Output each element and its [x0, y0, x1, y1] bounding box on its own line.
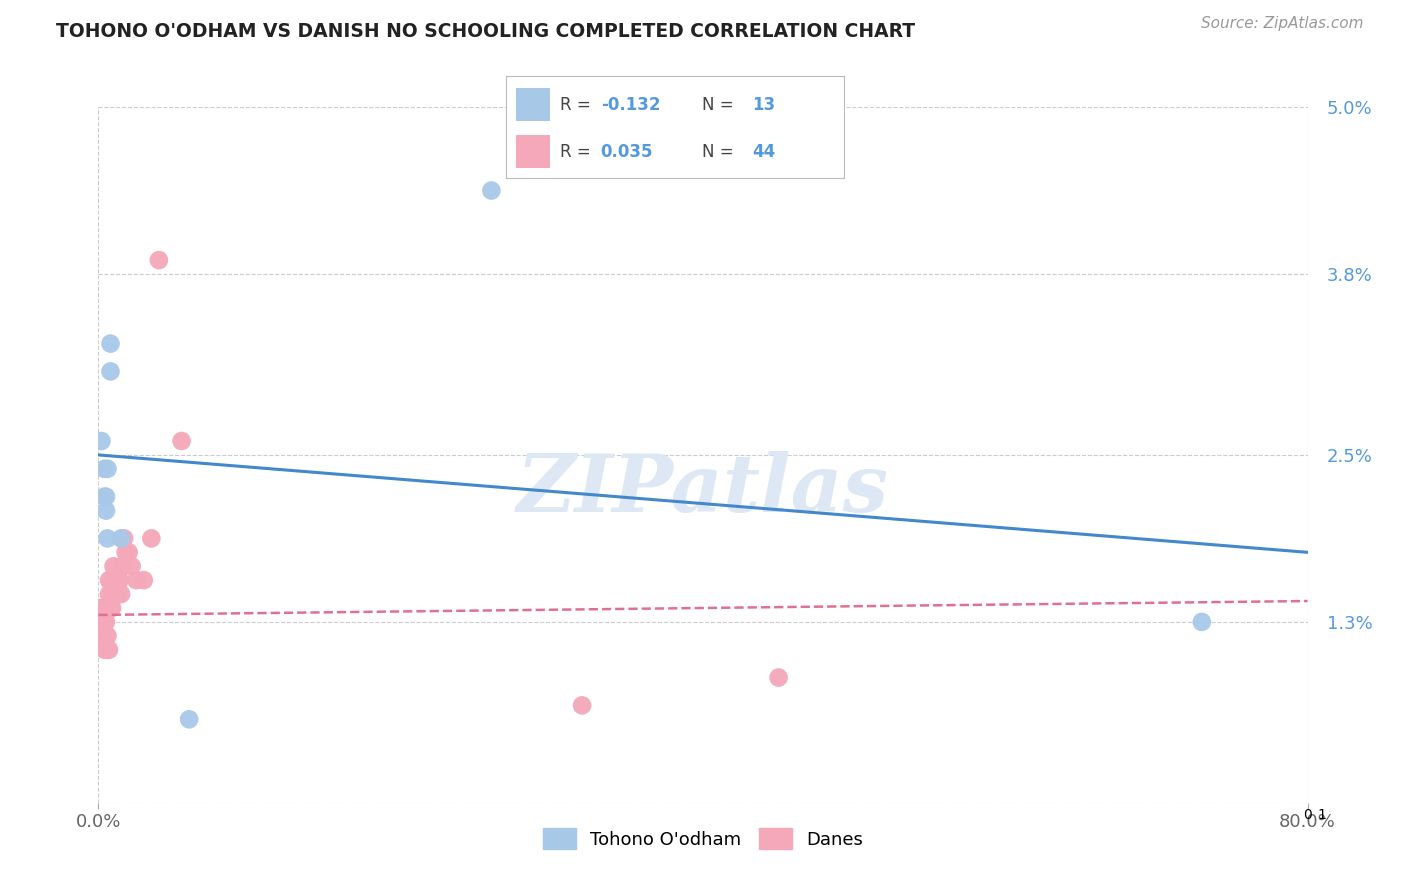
- Point: [93, 490, 115, 504]
- Point: [103, 587, 125, 601]
- Point: [93, 629, 115, 643]
- Text: N =: N =: [702, 95, 738, 113]
- Text: R =: R =: [560, 95, 596, 113]
- Text: 0.035: 0.035: [600, 143, 654, 161]
- Point: [107, 573, 129, 587]
- Bar: [516, 136, 550, 168]
- Point: [91, 615, 114, 629]
- Text: 13: 13: [752, 95, 776, 113]
- Point: [100, 601, 122, 615]
- Point: [94, 503, 117, 517]
- Point: [100, 573, 122, 587]
- Point: [94, 490, 117, 504]
- Point: [101, 587, 124, 601]
- Point: [481, 184, 503, 198]
- Point: [96, 532, 118, 546]
- Point: [114, 545, 136, 559]
- Point: [98, 573, 121, 587]
- Text: N =: N =: [702, 143, 738, 161]
- Point: [170, 434, 193, 448]
- Legend: Tohono O'odham, Danes: Tohono O'odham, Danes: [536, 822, 870, 856]
- Point: [91, 629, 114, 643]
- Point: [91, 601, 114, 615]
- Point: [98, 642, 121, 657]
- Point: [93, 615, 115, 629]
- Text: 44: 44: [752, 143, 776, 161]
- Point: [94, 629, 117, 643]
- Text: TOHONO O'ODHAM VS DANISH NO SCHOOLING COMPLETED CORRELATION CHART: TOHONO O'ODHAM VS DANISH NO SCHOOLING CO…: [56, 22, 915, 41]
- Point: [110, 587, 132, 601]
- Point: [112, 532, 135, 546]
- Text: -0.132: -0.132: [600, 95, 661, 113]
- Point: [105, 573, 128, 587]
- Bar: [516, 88, 550, 121]
- Point: [118, 545, 141, 559]
- Point: [96, 629, 118, 643]
- Point: [90, 615, 112, 629]
- Point: [90, 434, 112, 448]
- Text: Source: ZipAtlas.com: Source: ZipAtlas.com: [1201, 16, 1364, 31]
- Point: [141, 532, 163, 546]
- Point: [768, 671, 790, 685]
- Point: [103, 559, 125, 574]
- Text: ZIPatlas: ZIPatlas: [517, 451, 889, 528]
- Point: [94, 615, 117, 629]
- Point: [103, 573, 125, 587]
- Point: [132, 573, 155, 587]
- Point: [104, 573, 127, 587]
- Point: [121, 559, 143, 574]
- Point: [94, 642, 117, 657]
- Point: [96, 462, 118, 476]
- Point: [107, 587, 129, 601]
- Point: [177, 712, 201, 726]
- Point: [1191, 615, 1213, 629]
- Point: [148, 253, 170, 268]
- Point: [110, 532, 132, 546]
- Point: [125, 573, 148, 587]
- Point: [98, 587, 121, 601]
- Point: [93, 462, 115, 476]
- Point: [100, 336, 122, 351]
- Point: [100, 364, 122, 378]
- Text: R =: R =: [560, 143, 596, 161]
- Point: [89, 601, 111, 615]
- Point: [104, 587, 127, 601]
- Point: [93, 642, 115, 657]
- Point: [101, 601, 124, 615]
- Point: [90, 615, 112, 629]
- Point: [111, 559, 134, 574]
- Point: [108, 573, 131, 587]
- Point: [96, 642, 118, 657]
- Point: [571, 698, 593, 713]
- Point: [96, 601, 118, 615]
